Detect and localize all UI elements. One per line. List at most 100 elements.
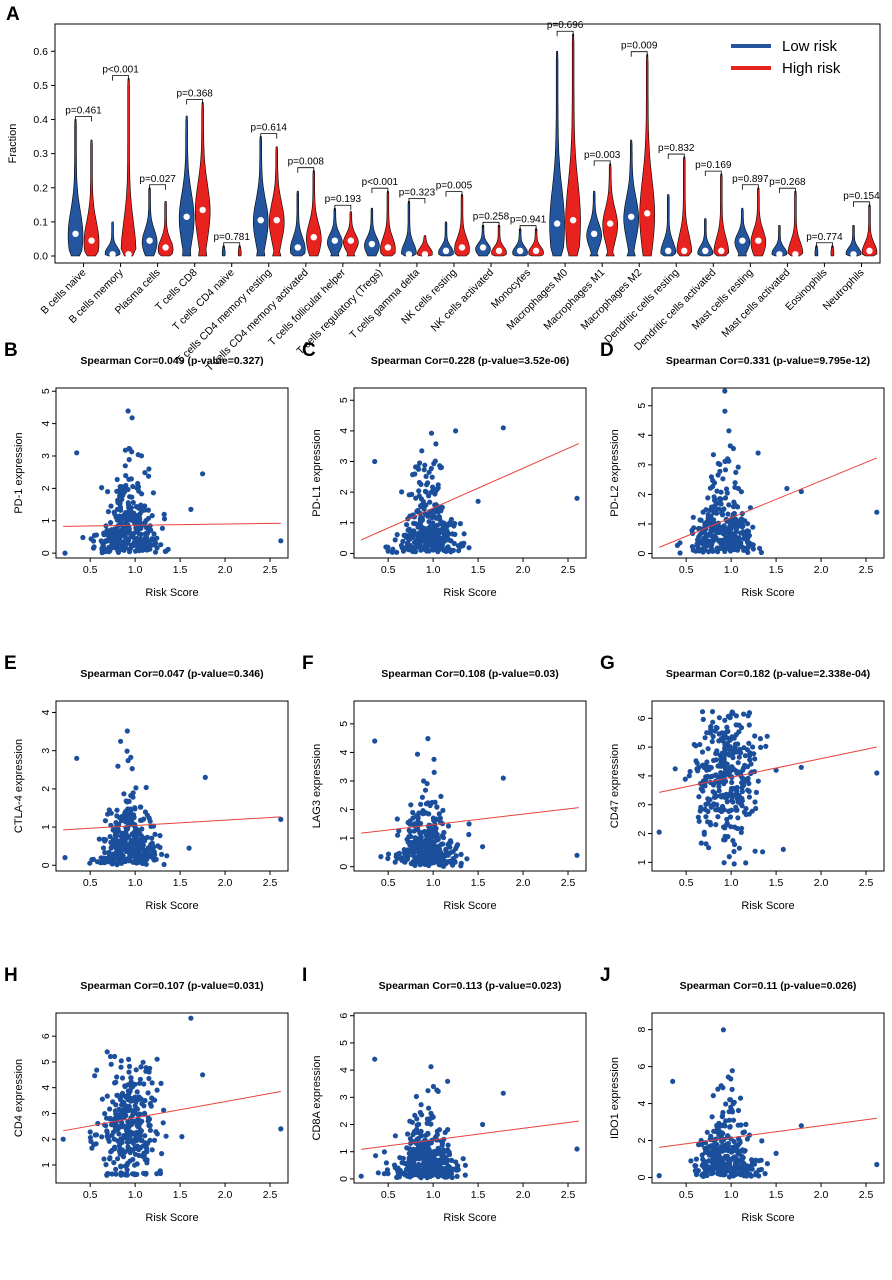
scatter-point (144, 854, 150, 860)
scatter-point (773, 767, 779, 773)
scatter-point (707, 485, 714, 491)
scatter-point (718, 489, 724, 495)
x-tick-label: 2.0 (218, 1189, 233, 1201)
y-tick-label: 2 (40, 485, 52, 491)
panel-E: E Spearman Cor=0.047 (p-value=0.346) 0.5 1.… (4, 653, 289, 912)
scatter-point (728, 785, 735, 792)
violin-high-risk (454, 194, 470, 257)
scatter-point (738, 829, 744, 836)
scatter-point (698, 840, 704, 846)
x-tick-label: 1.0 (128, 1189, 143, 1201)
y-tick-label: 2 (338, 806, 350, 812)
violin-high-risk (417, 235, 433, 257)
scatter-point (730, 755, 736, 761)
y-tick-label: 3 (636, 802, 648, 808)
scatter-point (428, 489, 434, 495)
scatter-point (456, 548, 462, 554)
violin-high-risk (237, 245, 242, 257)
scatter-point (717, 468, 723, 474)
scatter-point (135, 1117, 141, 1123)
scatter-point (739, 803, 745, 809)
y-tick-label: 4 (338, 428, 350, 434)
scatter-point (500, 775, 506, 781)
x-tick-label: 2.5 (561, 564, 576, 576)
scatter-point (451, 540, 457, 547)
scatter-point (151, 849, 157, 855)
scatter-point (105, 537, 112, 544)
scatter-point (112, 1108, 118, 1114)
panel-C: C Spearman Cor=0.228 (p-value=3.52e-06) 0.… (302, 340, 587, 599)
scatter-point (102, 818, 108, 824)
scatter-point (677, 550, 683, 556)
scatter-point (372, 458, 378, 465)
scatter-point (670, 1078, 676, 1084)
scatter-point (114, 1092, 120, 1098)
median-dot-high (681, 247, 688, 255)
scatter-point (373, 1153, 379, 1159)
scatter-point (707, 797, 713, 803)
scatter-point (112, 1053, 118, 1060)
scatter-point (420, 811, 426, 817)
scatter-point (110, 1129, 117, 1135)
scatter-point (417, 460, 423, 466)
scatter-point (158, 1080, 164, 1086)
scatter-point (698, 804, 704, 811)
panel-label-B: B (4, 340, 18, 361)
scatter-point (403, 1172, 410, 1178)
scatter-point (719, 730, 725, 736)
scatter-point (440, 835, 447, 841)
scatter-point (702, 806, 708, 813)
x-tick-label: 1.5 (471, 877, 486, 889)
scatter-point (115, 1138, 121, 1144)
scatter-point (694, 760, 700, 766)
scatter-point (122, 1083, 128, 1090)
scatter-point (431, 769, 437, 776)
scatter-point (126, 549, 133, 555)
scatter-point (62, 855, 68, 861)
scatter-point (747, 750, 753, 756)
scatter-point (422, 787, 429, 793)
scatter-point (727, 443, 733, 449)
x-tick-label: 2.0 (516, 1189, 531, 1201)
scatter-point (724, 490, 730, 496)
scatter-point (704, 1129, 710, 1135)
scatter-point (731, 848, 737, 855)
scatter-point (780, 846, 786, 853)
scatter-point (755, 778, 761, 784)
median-dot-high (569, 216, 577, 224)
panel-G: G Spearman Cor=0.182 (p-value=2.338e-04) 0… (600, 653, 885, 912)
scatter-point (131, 1138, 137, 1144)
scatter-point (113, 824, 119, 831)
y-axis-label: PD-1 expression (13, 432, 25, 513)
scatter-point (413, 813, 419, 819)
scatter-point (118, 738, 124, 744)
scatter-point (399, 856, 405, 862)
scatter-point (435, 1145, 441, 1151)
x-tick-label: 1.5 (173, 564, 188, 576)
violin-low-risk (104, 221, 121, 257)
scatter-point (708, 474, 715, 480)
scatter-point (726, 1148, 732, 1154)
scatter-point (758, 549, 765, 556)
scatter-point (696, 818, 702, 824)
scatter-point (120, 843, 126, 850)
y-tick-label-A: 0.6 (33, 46, 48, 58)
x-tick-label: 2.0 (814, 877, 829, 889)
median-dot-low (442, 247, 450, 255)
scatter-point (92, 1073, 98, 1079)
scatter-point (705, 746, 711, 752)
x-tick-label: 2.0 (814, 564, 829, 576)
violin-low-risk (623, 139, 640, 257)
scatter-point (381, 1149, 387, 1155)
plot-frame-B (55, 387, 289, 559)
scatter-point (720, 511, 726, 517)
scatter-point (385, 851, 392, 857)
scatter-point (128, 476, 134, 482)
scatter-point (758, 744, 764, 751)
scatter-point (798, 764, 804, 770)
scatter-point (119, 1090, 126, 1096)
scatter-point (129, 845, 135, 851)
scatter-point (145, 1115, 151, 1121)
scatter-point (135, 830, 141, 836)
scatter-point (420, 531, 426, 537)
